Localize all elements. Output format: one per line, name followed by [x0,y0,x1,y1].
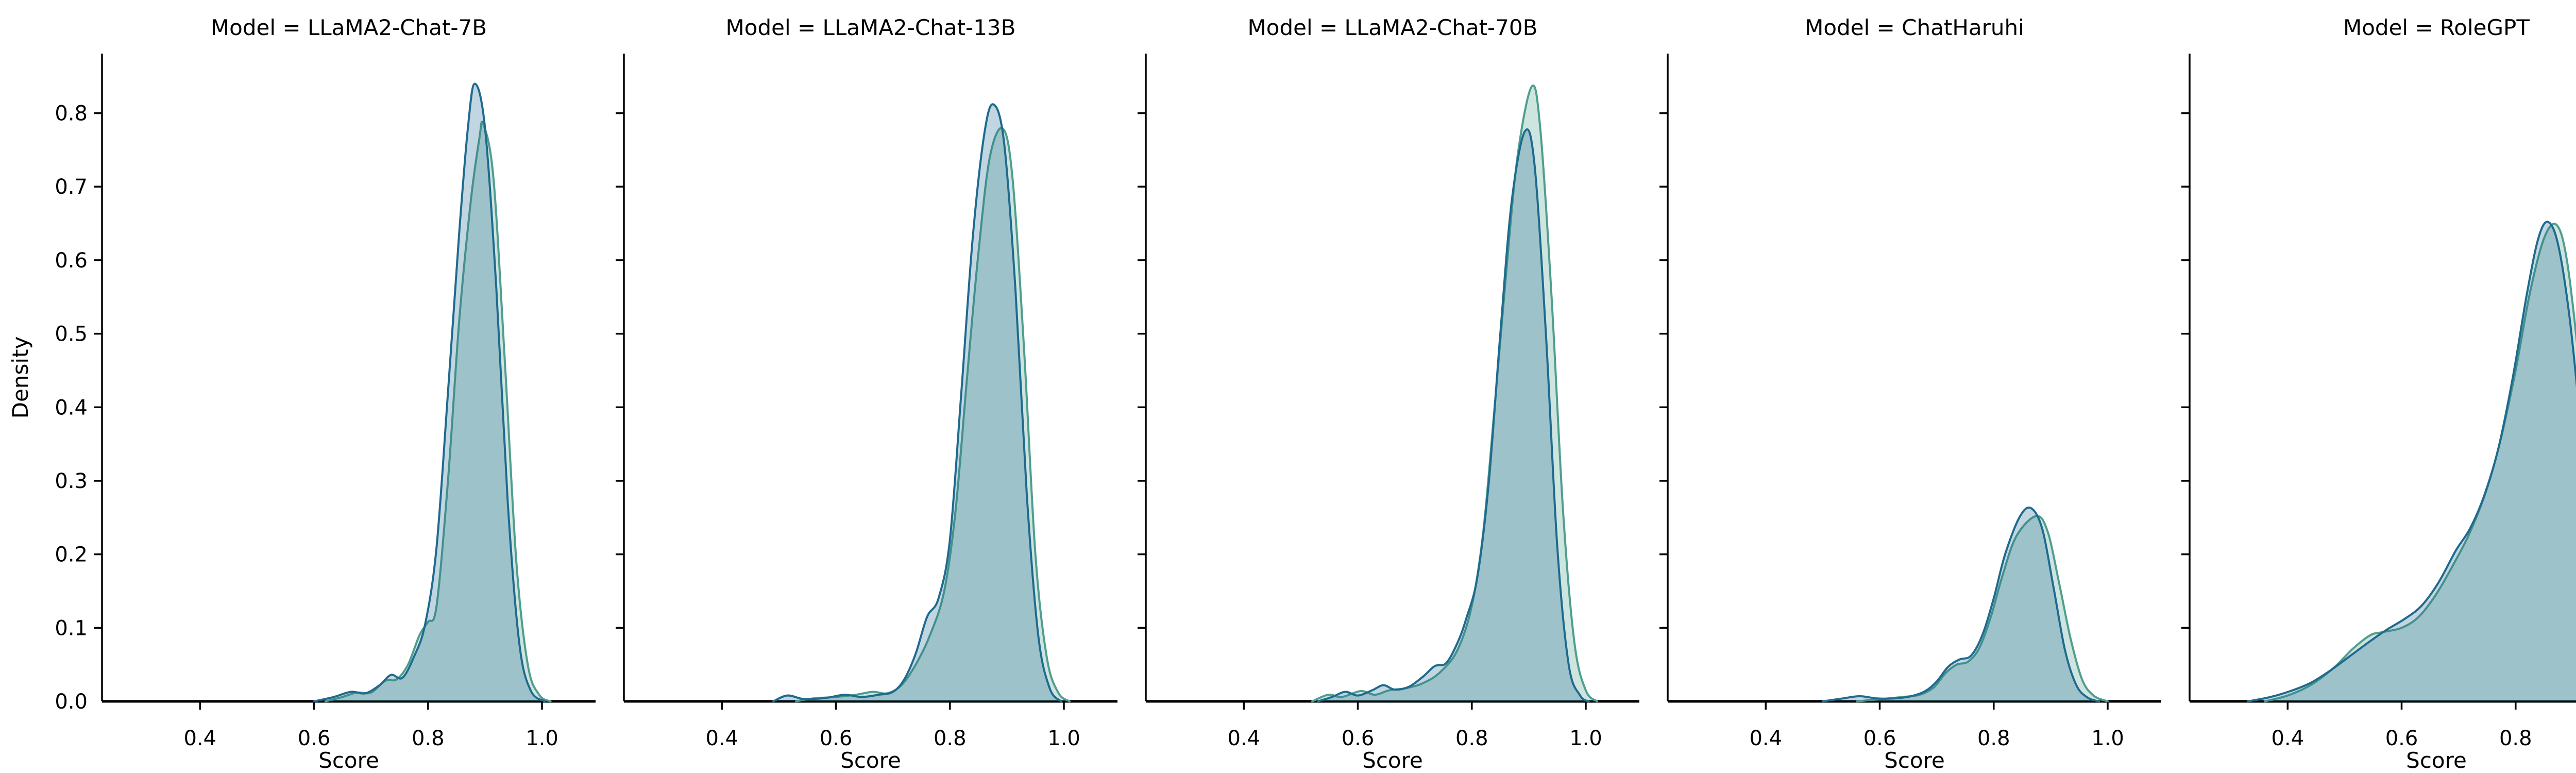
panel-title: Model = RoleGPT [2343,15,2530,40]
kde-area-pos [1857,516,2108,701]
kde-area-neg [1318,129,1589,701]
x-tick-label: 0.8 [412,727,445,750]
kde-line-pos [324,121,552,702]
x-tick-label: 0.6 [1863,727,1896,750]
x-axis-label: Score [1362,748,1423,773]
x-tick-label: 0.4 [1749,727,1782,750]
y-tick-label: 0.7 [55,175,88,199]
y-axis-label: Density [8,337,33,419]
y-tick-label: 0.4 [55,396,88,419]
kde-area-neg [1822,507,2099,701]
kde-area-pos [1312,86,1598,702]
panel-llama2-chat-7b: Model = LLaMA2-Chat-7B 0.0 0.1 0.2 0.3 0.4 0.5… [8,15,596,773]
x-tick-label: 0.6 [1342,727,1375,750]
x-axis-label: Score [1884,748,1945,773]
x-tick-label: 0.6 [298,727,331,750]
y-tick-label: 0.5 [55,323,88,346]
x-tick-label: 0.8 [1977,727,2010,750]
y-tick-label: 0.2 [55,543,88,567]
x-tick-label: 0.8 [2499,727,2532,750]
x-axis-label: Score [840,748,901,773]
x-tick-label: 1.0 [1569,727,1602,750]
panel-title: Model = LLaMA2-Chat-70B [1248,15,1538,40]
x-tick-label: 0.4 [2271,727,2304,750]
x-tick-label: 1.0 [2091,727,2124,750]
x-tick-label: 0.4 [183,727,216,750]
x-tick-label: 0.6 [2385,727,2418,750]
x-axis-label: Score [2406,748,2467,773]
x-tick-label: 0.8 [1455,727,1488,750]
y-tick-label: 0.3 [55,469,88,493]
kde-area-pos [2265,224,2576,701]
x-tick-label: 0.8 [934,727,967,750]
panel-llama2-chat-70b: Model = LLaMA2-Chat-70B 0.4 0.6 0.8 1.0 Score [1138,15,1639,773]
kde-line-pos [1856,515,2109,702]
panel-chatharuhi: Model = ChatHaruhi 0.4 0.6 0.8 1.0 Score [1659,15,2161,773]
x-tick-label: 0.4 [1227,727,1260,750]
y-tick-label: 0.0 [55,690,88,714]
kde-area-neg [2247,222,2576,701]
x-tick-label: 1.0 [526,727,558,750]
panel-title: Model = ChatHaruhi [1805,15,2024,40]
y-tick-label: 0.8 [55,102,88,126]
kde-area-pos [796,128,1070,701]
x-tick-label: 0.6 [820,727,853,750]
kde-line-neg [1821,506,2100,702]
panel-title: Model = LLaMA2-Chat-7B [211,15,487,40]
y-tick-label: 0.6 [55,249,88,273]
kde-area-neg [314,83,545,701]
kde-line-neg [1317,128,1590,702]
kde-line-pos [795,127,1071,702]
x-tick-label: 0.4 [705,727,738,750]
panel-title: Model = LLaMA2-Chat-13B [726,15,1016,40]
x-tick-label: 1.0 [1047,727,1080,750]
kde-area-neg [773,104,1061,701]
kde-line-neg [2246,221,2576,702]
x-axis-label: Score [318,748,379,773]
panel-llama2-chat-13b: Model = LLaMA2-Chat-13B 0.4 0.6 0.8 1.0 Score [616,15,1117,773]
y-tick-label: 0.1 [55,616,88,640]
kde-line-neg [313,82,546,702]
kde-line-neg [772,103,1062,702]
